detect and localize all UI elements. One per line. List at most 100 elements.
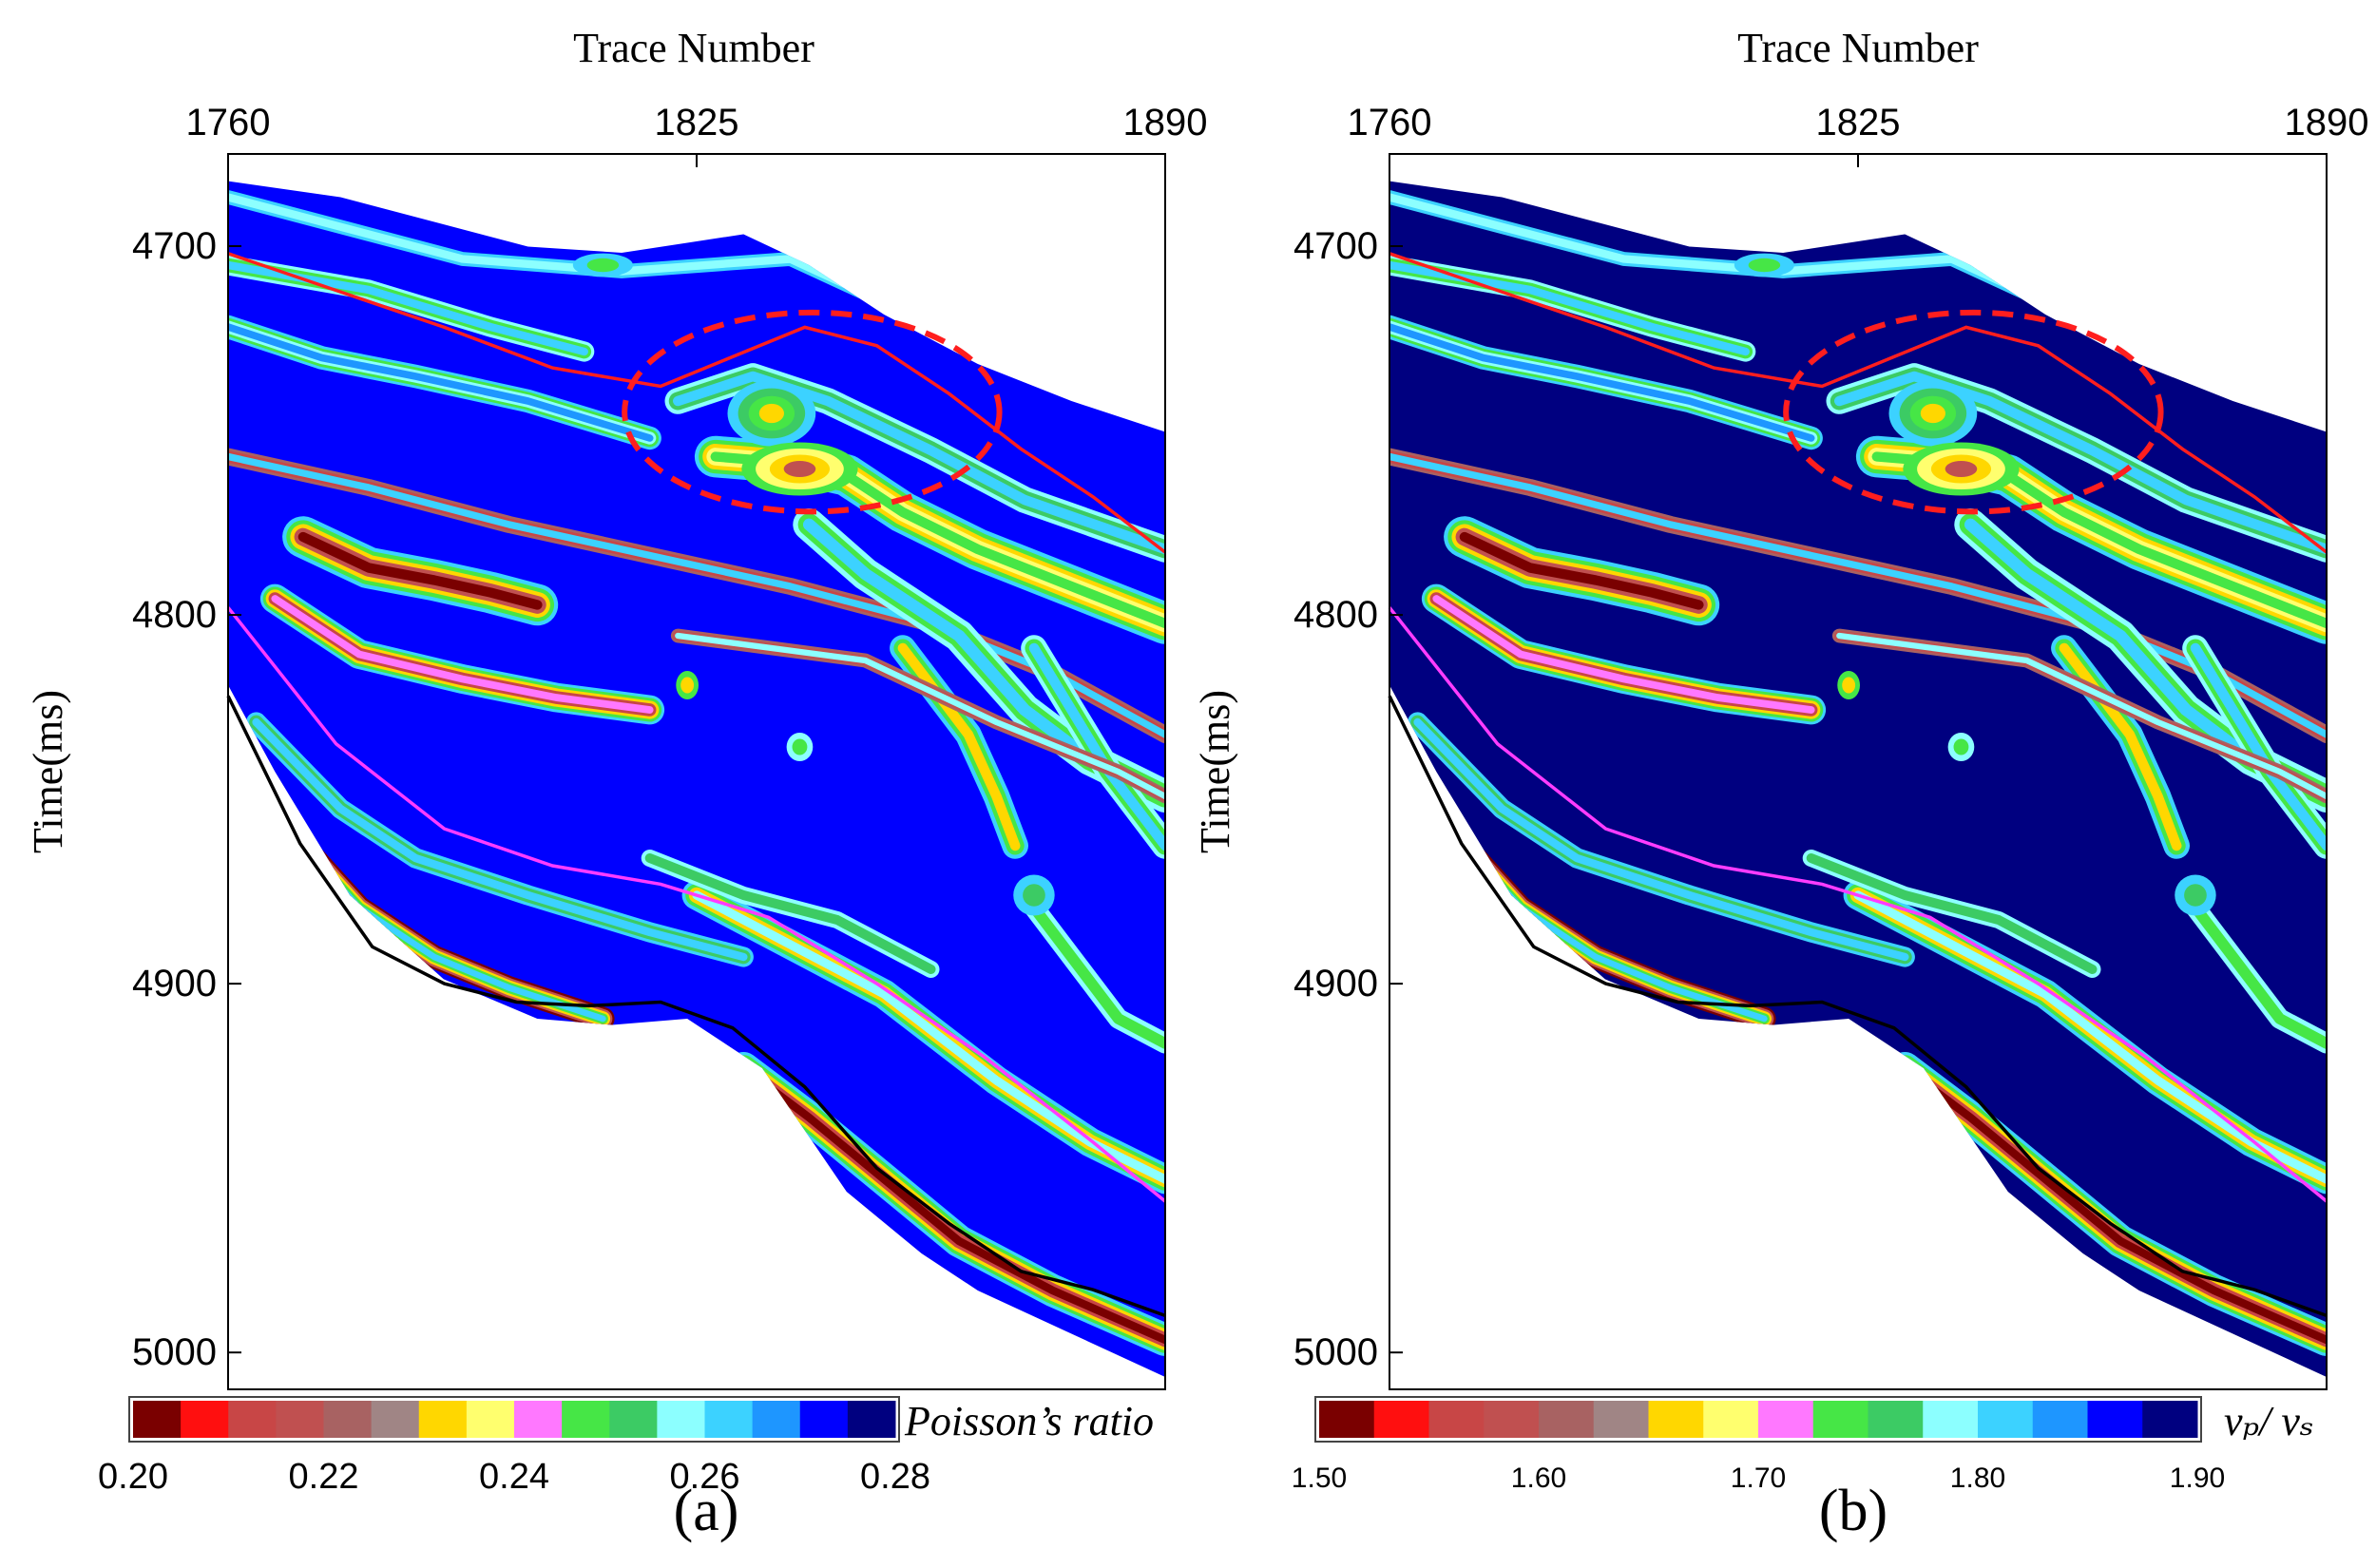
band-stroke: [644, 853, 936, 974]
colorbar-swatch: [181, 1401, 229, 1438]
anomaly-blob: [741, 442, 858, 496]
anomaly-band: [259, 583, 665, 725]
band-stroke: [297, 531, 543, 610]
x-axis-title: Trace Number: [1737, 25, 1979, 71]
anomaly-band: [282, 516, 559, 626]
blob-layer: [2221, 313, 2282, 341]
blob-layer: [758, 403, 784, 424]
colorbar-swatch: [752, 1401, 801, 1438]
horizon-line: [1388, 695, 2328, 1318]
band-stroke: [2059, 642, 2182, 851]
anomaly-band: [1389, 315, 1823, 450]
colorbar-tick-label: 0.24: [479, 1457, 549, 1497]
x-tick-label: 1825: [1816, 102, 1901, 143]
x-axis-title: Trace Number: [573, 25, 814, 71]
y-tick-label: 4700: [1293, 225, 1378, 267]
band-stroke: [897, 642, 1021, 851]
colorbar-swatch: [799, 1401, 849, 1438]
colorbar-tick-label: 1.60: [1511, 1463, 1566, 1494]
band-stroke: [1413, 717, 1909, 962]
anomaly-blob: [2175, 874, 2216, 916]
band-stroke: [1019, 889, 1165, 1049]
anomaly-ellipse: [1783, 309, 2164, 515]
x-tick-label: 1890: [2285, 102, 2369, 143]
y-tick-label: 4800: [1293, 594, 1378, 636]
panel-b: 1760 1825 1890 4700 4800 4900 5000 Trace Number…: [1192, 25, 2368, 1543]
anomaly-band: [1421, 583, 1827, 725]
anomaly-blob: [1013, 874, 1055, 916]
colorbar-swatch: [1868, 1401, 1924, 1438]
panel-label: (b): [1819, 1479, 1887, 1543]
colorbar-tick-label: 0.20: [98, 1457, 168, 1497]
colorbar-swatch: [2087, 1401, 2143, 1438]
colorbar-swatch: [466, 1401, 515, 1438]
y-axis-title: Time(ms): [1192, 690, 1238, 853]
anomaly-band: [246, 712, 754, 967]
colorbar-label: vₚ/ vₛ: [2224, 1398, 2314, 1444]
colorbar-swatch: [1812, 1401, 1868, 1438]
blob-layer: [2184, 884, 2207, 907]
anomaly-blob: [676, 671, 699, 699]
horizon-line: [227, 252, 1167, 554]
band-stroke: [1834, 371, 2327, 555]
colorbar-swatch: [847, 1401, 896, 1438]
anomaly-band: [1831, 628, 2327, 804]
band-stroke: [675, 632, 1165, 800]
anomaly-band: [641, 850, 940, 978]
panel-label: (a): [674, 1479, 739, 1543]
y-tick-label: 4800: [132, 594, 217, 636]
blob-layer: [1953, 738, 1969, 755]
colorbar-swatch: [1758, 1401, 1814, 1438]
colorbar-swatch: [514, 1401, 563, 1438]
colorbar-label: Poisson’s ratio: [904, 1398, 1154, 1444]
band-stroke: [739, 1063, 1165, 1345]
colorbar-swatch: [1923, 1401, 1979, 1438]
anomaly-band: [890, 635, 1028, 859]
colorbar-swatch: [562, 1401, 610, 1438]
anomaly-band: [1021, 635, 1165, 859]
anomaly-blob: [1888, 380, 1978, 447]
anomaly-blob: [2221, 313, 2282, 341]
panel-a: 1760 1825 1890 4700 4800 4900 5000 Trace Number…: [25, 25, 1207, 1543]
section-background: [228, 181, 1165, 1378]
colorbar-swatch: [2142, 1401, 2198, 1438]
colorbar-swatch: [1484, 1401, 1540, 1438]
colorbar-tick-label: 1.70: [1731, 1463, 1786, 1494]
anomaly-band: [670, 628, 1165, 804]
colorbar: Poisson’s ratio 0.20 0.22 0.24 0.26 0.28: [98, 1396, 1154, 1497]
band-stroke: [271, 595, 654, 714]
blob-layer: [586, 258, 620, 273]
seismic-section: [1389, 181, 2327, 1378]
colorbar-swatch: [1703, 1401, 1759, 1438]
colorbar: vₚ/ vₛ 1.50 1.60 1.70 1.80 1.90: [1292, 1396, 2314, 1494]
x-tick-label: 1760: [1348, 102, 1432, 143]
colorbar-tick-label: 1.80: [1950, 1463, 2005, 1494]
blob-layer: [1074, 318, 1106, 335]
anomaly-band: [1408, 712, 1915, 967]
x-tick-label: 1760: [186, 102, 271, 143]
anomaly-band: [2175, 885, 2327, 1054]
section-background: [1389, 181, 2327, 1378]
colorbar-swatch: [1319, 1401, 1375, 1438]
anomaly-blob: [1837, 671, 1860, 699]
blob-layer: [1842, 677, 1856, 694]
colorbar-swatch: [228, 1401, 277, 1438]
colorbar-swatch: [323, 1401, 373, 1438]
band-stroke: [1901, 1063, 2327, 1345]
blob-layer: [2235, 318, 2268, 335]
anomaly-band: [1444, 516, 1720, 626]
colorbar-swatch: [1539, 1401, 1595, 1438]
anomaly-blob: [727, 380, 816, 447]
y-tick-label: 4900: [1293, 963, 1378, 1004]
band-stroke: [1389, 323, 1815, 442]
anomaly-blob: [572, 253, 633, 277]
band-stroke: [1432, 595, 1815, 714]
blob-layer: [792, 738, 808, 755]
blob-layer: [1920, 403, 1945, 424]
colorbar-tick-label: 1.50: [1292, 1463, 1347, 1494]
band-stroke: [1028, 642, 1165, 851]
blob-layer: [783, 461, 816, 477]
x-tick-label: 1825: [655, 102, 739, 143]
band-stroke: [1836, 632, 2327, 800]
colorbar-swatch: [2032, 1401, 2088, 1438]
